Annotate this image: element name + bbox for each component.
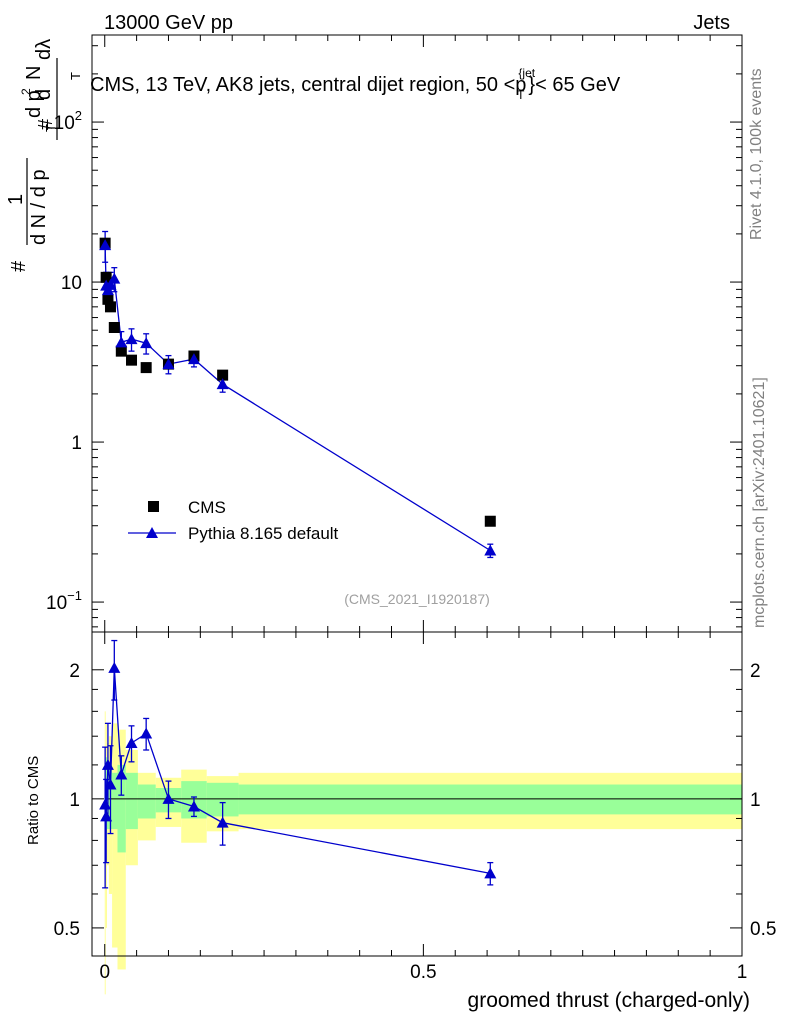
pythia-data-point [187, 353, 200, 365]
ratio-band-inner [137, 784, 156, 819]
pythia-data-point [216, 378, 229, 390]
mcplots-label: mcplots.cern.ch [arXiv:2401.10621] [751, 377, 768, 628]
cms-data-point [484, 515, 496, 527]
pythia-data-point [104, 278, 117, 290]
plot-title: CMS, 13 TeV, AK8 jets, central dijet reg… [90, 66, 621, 102]
ratio-plot-panel: 0.5 0.5 1 1 2 2 0 0.5 1 Ratio to CMS groomed thrus… [25, 631, 776, 1012]
ratio-pythia-point [115, 768, 128, 780]
cms-data-point [217, 369, 229, 381]
ratio-frame [91, 631, 743, 957]
x-tick-label: 0 [99, 962, 110, 983]
y-axis-label-part: # [8, 260, 30, 272]
y-axis-label-part: # [35, 118, 57, 130]
ratio-y-tick-label: 2 [69, 661, 80, 682]
y-axis-label-part: 2 [19, 88, 33, 95]
legend-pythia-label: Pythia 8.165 default [188, 524, 339, 543]
cms-data-point [115, 345, 127, 357]
cms-data-point [104, 301, 116, 313]
y-tick-label: 10−1 [46, 588, 82, 614]
cms-data-point [100, 271, 112, 283]
pythia-data-point [108, 272, 121, 284]
analysis-id-watermark: (CMS_2021_I1920187) [344, 591, 490, 607]
ratio-band-inner [238, 784, 742, 815]
rivet-version-label: Rivet 4.1.0, 100k events [748, 68, 765, 240]
main-plot-panel: 10−1 1 10 102 CMS, 13 TeV, AK8 jets, central… [5, 34, 743, 633]
header-right: Jets [693, 12, 730, 34]
ratio-pythia-point [104, 778, 117, 790]
ratio-y-tick-label: 0.5 [54, 919, 80, 940]
cms-data-point [126, 354, 138, 366]
pythia-line [104, 245, 491, 552]
ratio-y-tick-label-right: 0.5 [750, 919, 776, 940]
pythia-data-point [125, 333, 138, 345]
pythia-data-point [99, 239, 112, 251]
pythia-data-point [162, 358, 175, 370]
y-axis-label-part: 1 [5, 194, 27, 205]
ratio-band-inner [117, 764, 126, 853]
ratio-pythia-point [162, 792, 175, 804]
y-tick-label: 10 [61, 273, 82, 294]
pythia-data-point [115, 336, 128, 348]
ratio-y-tick-label: 1 [69, 790, 80, 811]
ratio-y-tick-label-right: 2 [750, 661, 761, 682]
ratio-pythia-point [187, 800, 200, 812]
ratio-y-axis-label: Ratio to CMS [25, 756, 42, 845]
ratio-band-inner [125, 772, 138, 830]
legend-cms-label: CMS [188, 498, 226, 517]
legend-pythia-marker [146, 527, 158, 538]
y-axis-label-part: d N / d p [28, 169, 50, 245]
pythia-data-point [484, 544, 497, 556]
pythia-data-point [140, 337, 153, 349]
y-axis-label-part: d [33, 89, 55, 100]
x-tick-label: 0.5 [410, 962, 436, 983]
legend-cms-marker [148, 501, 159, 512]
ratio-pythia-point [484, 867, 497, 879]
ratio-pythia-point [140, 727, 153, 739]
cms-data-point [108, 321, 120, 333]
y-axis-label-part: d p [23, 90, 45, 118]
ratio-pythia-point [216, 816, 229, 828]
cms-data-point [102, 293, 114, 305]
y-tick-label: 1 [71, 433, 82, 454]
ratio-pythia-line [104, 667, 491, 875]
header-left: 13000 GeV pp [104, 12, 233, 34]
cms-data-point [140, 362, 152, 374]
y-axis-label-part: T [68, 72, 83, 80]
ratio-band-inner [112, 772, 118, 830]
y-axis-label-part: N [23, 66, 45, 80]
x-axis-label: groomed thrust (charged-only) [468, 989, 750, 1012]
y-axis-label-part: dλ [33, 39, 55, 60]
y-tick-label: 102 [54, 108, 82, 134]
ratio-band-outer [112, 723, 118, 948]
x-tick-label: 1 [737, 962, 748, 983]
ratio-pythia-point [125, 736, 138, 748]
ratio-pythia-point [108, 661, 121, 673]
y-axis-label-part: T [43, 124, 58, 132]
ratio-y-tick-label-right: 1 [750, 790, 761, 811]
